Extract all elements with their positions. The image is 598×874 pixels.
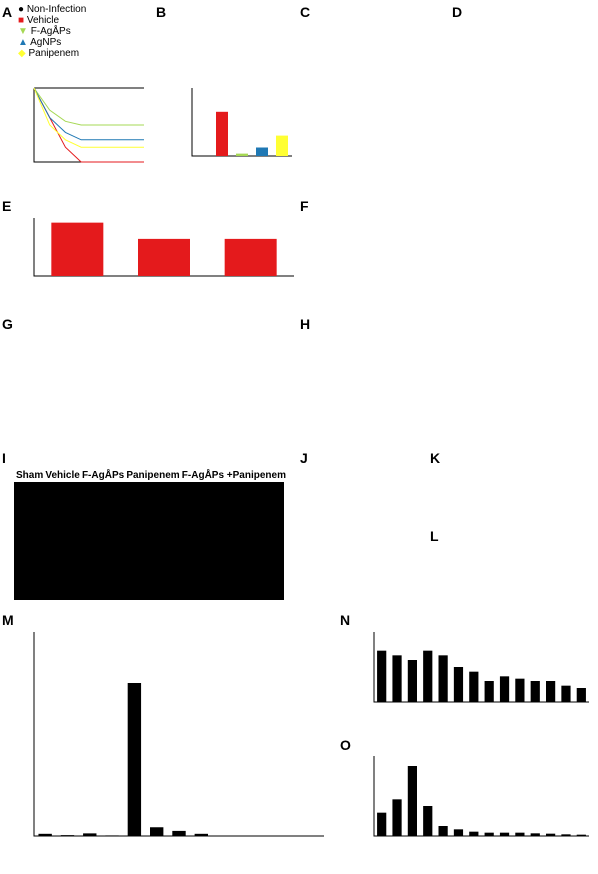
panel-label-g: G <box>2 316 13 332</box>
bar <box>576 834 586 836</box>
bar <box>576 688 586 702</box>
panel-label-k: K <box>430 450 441 466</box>
bar <box>150 827 164 836</box>
bar <box>256 147 268 156</box>
bar <box>499 832 510 836</box>
pet-title: Panipenem <box>126 470 180 481</box>
chart-a <box>33 87 144 163</box>
bar <box>224 238 277 276</box>
series-line <box>33 87 144 126</box>
bar <box>561 685 571 702</box>
chart-b <box>191 88 292 157</box>
panel-label-j: J <box>300 450 308 466</box>
bar <box>377 650 387 702</box>
bar <box>453 667 464 702</box>
bar <box>515 678 525 702</box>
bar <box>438 655 448 702</box>
panel-label-c: C <box>300 4 311 20</box>
chart-m <box>33 632 324 837</box>
chart-o <box>373 756 589 837</box>
bar <box>453 829 464 836</box>
chart-e <box>33 218 294 277</box>
panel-label-n: N <box>340 612 351 628</box>
panel-label-m: M <box>2 612 14 628</box>
panel-label-l: L <box>430 528 439 544</box>
bar <box>469 671 479 702</box>
series-line <box>33 87 144 148</box>
series-line <box>33 87 144 141</box>
bar <box>138 238 190 276</box>
bar <box>546 833 556 836</box>
bar <box>60 835 75 836</box>
panel-label-i: I <box>2 450 6 466</box>
series-line <box>33 87 144 163</box>
panel-label-o: O <box>340 737 351 753</box>
bar <box>423 650 433 702</box>
axis <box>33 218 294 277</box>
bar <box>423 806 433 836</box>
bar <box>546 681 556 702</box>
legend-item: ◆ Panipenem <box>18 48 80 59</box>
bar <box>38 833 52 836</box>
bar <box>172 830 186 836</box>
chart-n <box>373 632 589 703</box>
legend-item: ▲ AgNPs <box>18 37 62 48</box>
bar <box>83 833 97 836</box>
bar <box>530 833 540 836</box>
bar <box>127 683 142 836</box>
bar <box>484 681 494 702</box>
panel-label-d: D <box>452 4 463 20</box>
bar <box>392 655 402 702</box>
bar <box>407 766 417 836</box>
axis <box>373 632 589 703</box>
panel-label-h: H <box>300 316 311 332</box>
bar <box>51 222 104 276</box>
panel-label-a: A <box>2 4 13 20</box>
legend-item: ● Non-Infection <box>18 4 87 15</box>
bar <box>469 831 479 836</box>
bar <box>561 834 571 836</box>
bar <box>438 826 448 836</box>
bar <box>236 153 248 156</box>
pet-title: F-AgÅPs <box>81 470 125 481</box>
axis <box>373 756 589 837</box>
panel-label-b: B <box>156 4 167 20</box>
bar <box>530 681 540 702</box>
bar <box>515 832 525 836</box>
bar <box>105 835 119 836</box>
bar <box>407 660 417 702</box>
pet-title: Sham <box>16 470 44 481</box>
legend-item: ▼ F-AgÅPs <box>18 26 71 37</box>
bar <box>499 676 510 702</box>
pet-titles: Sham Vehicle F-AgÅPs Panipenem F-AgÅPs +… <box>16 470 286 481</box>
panel-label-f: F <box>300 198 309 214</box>
bar <box>377 812 387 836</box>
legend-a: ● Non-Infection ■ Vehicle ▼ F-AgÅPs ▲ Ag… <box>18 4 138 59</box>
pet-title: Vehicle <box>45 470 80 481</box>
pet-panel <box>14 482 284 600</box>
bar <box>392 799 402 836</box>
bar <box>484 832 494 836</box>
bar <box>276 135 288 156</box>
pet-title: F-AgÅPs +Panipenem <box>181 470 286 481</box>
axis <box>33 632 324 837</box>
legend-item: ■ Vehicle <box>18 15 60 26</box>
bar <box>216 111 228 156</box>
panel-label-e: E <box>2 198 12 214</box>
bar <box>194 833 208 836</box>
